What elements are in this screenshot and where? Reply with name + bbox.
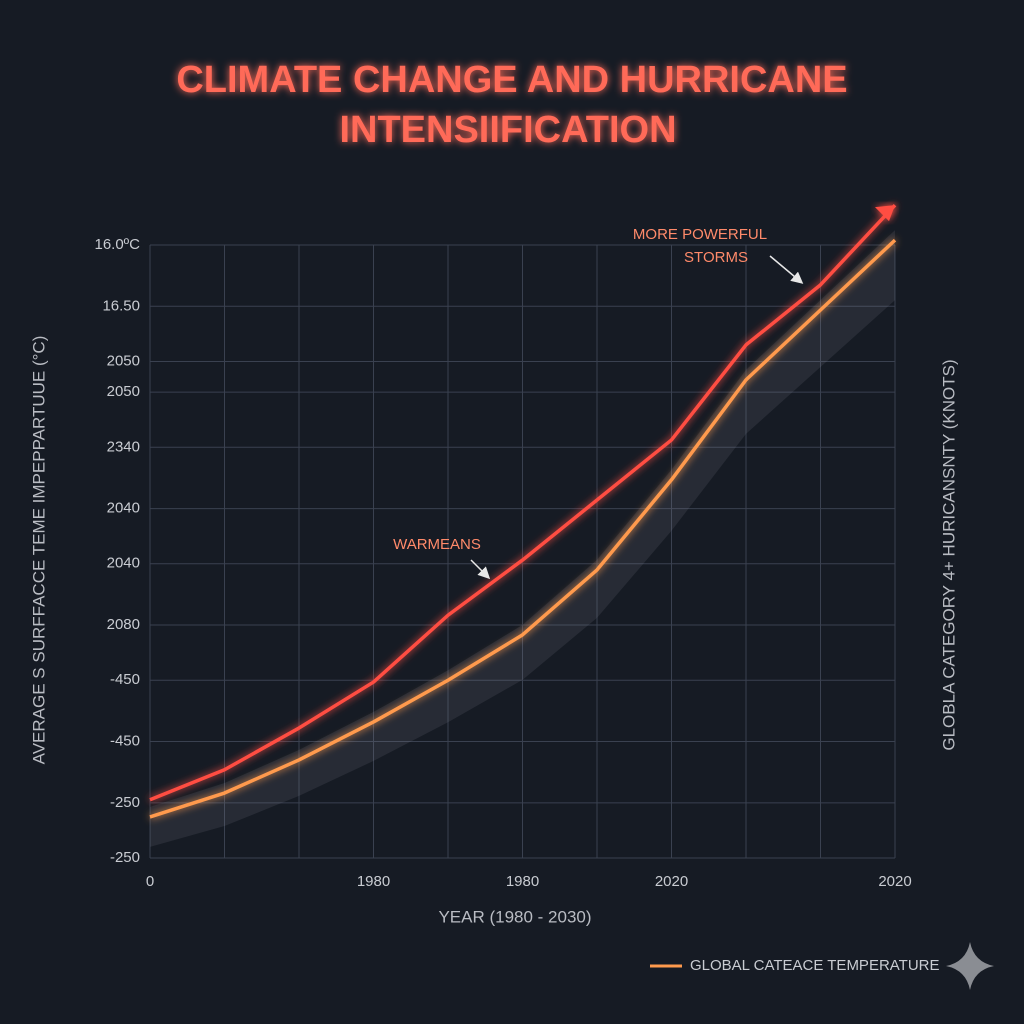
y-tick-label: -450 bbox=[110, 732, 140, 749]
y-tick-label: 16.0ºC bbox=[94, 236, 140, 253]
y-tick-label: -250 bbox=[110, 794, 140, 811]
y-axis-title: AVERAGE S SURFFACCE TEME IMPEPPARTUUE (°… bbox=[29, 336, 48, 765]
x-tick-label: 0 bbox=[146, 873, 154, 890]
y-tick-label: 2040 bbox=[107, 555, 140, 572]
sparkle-icon bbox=[946, 942, 994, 990]
chart-title: INTENSIIFICATION bbox=[339, 109, 676, 151]
y-tick-label: 2080 bbox=[107, 616, 140, 633]
y-tick-label: -250 bbox=[110, 849, 140, 866]
uncertainty-band bbox=[150, 230, 895, 847]
y2-axis-title: GLOBLA CATEGORY 4+ HURICANSNTY (KNOTS) bbox=[939, 359, 958, 750]
series-line bbox=[149, 203, 897, 802]
series-line bbox=[149, 238, 897, 819]
x-tick-label: 2020 bbox=[655, 873, 688, 890]
y-tick-label: 2040 bbox=[107, 500, 140, 517]
y-tick-label: 2340 bbox=[107, 438, 140, 455]
legend-label: GLOBAL CATEACE TEMPERATURE bbox=[690, 957, 940, 974]
annotation: MORE POWERFUL bbox=[633, 226, 767, 243]
annotation: WARMEANS bbox=[393, 536, 481, 553]
annotation: STORMS bbox=[684, 249, 748, 266]
chart-title: CLIMATE CHANGE AND HURRICANE bbox=[176, 59, 847, 101]
annotation-arrow bbox=[769, 255, 804, 284]
y-tick-label: 2050 bbox=[107, 383, 140, 400]
y-tick-label: 2050 bbox=[107, 352, 140, 369]
x-axis-title: YEAR (1980 - 2030) bbox=[438, 907, 591, 926]
annotation-arrow bbox=[470, 559, 491, 580]
legend: GLOBAL CATEACE TEMPERATURE bbox=[650, 957, 940, 974]
x-tick-label: 2020 bbox=[878, 873, 911, 890]
arrow-head bbox=[875, 205, 895, 222]
x-tick-label: 1980 bbox=[506, 873, 539, 890]
x-tick-label: 1980 bbox=[357, 873, 390, 890]
y-tick-label: 16.50 bbox=[102, 297, 140, 314]
y-tick-label: -450 bbox=[110, 671, 140, 688]
